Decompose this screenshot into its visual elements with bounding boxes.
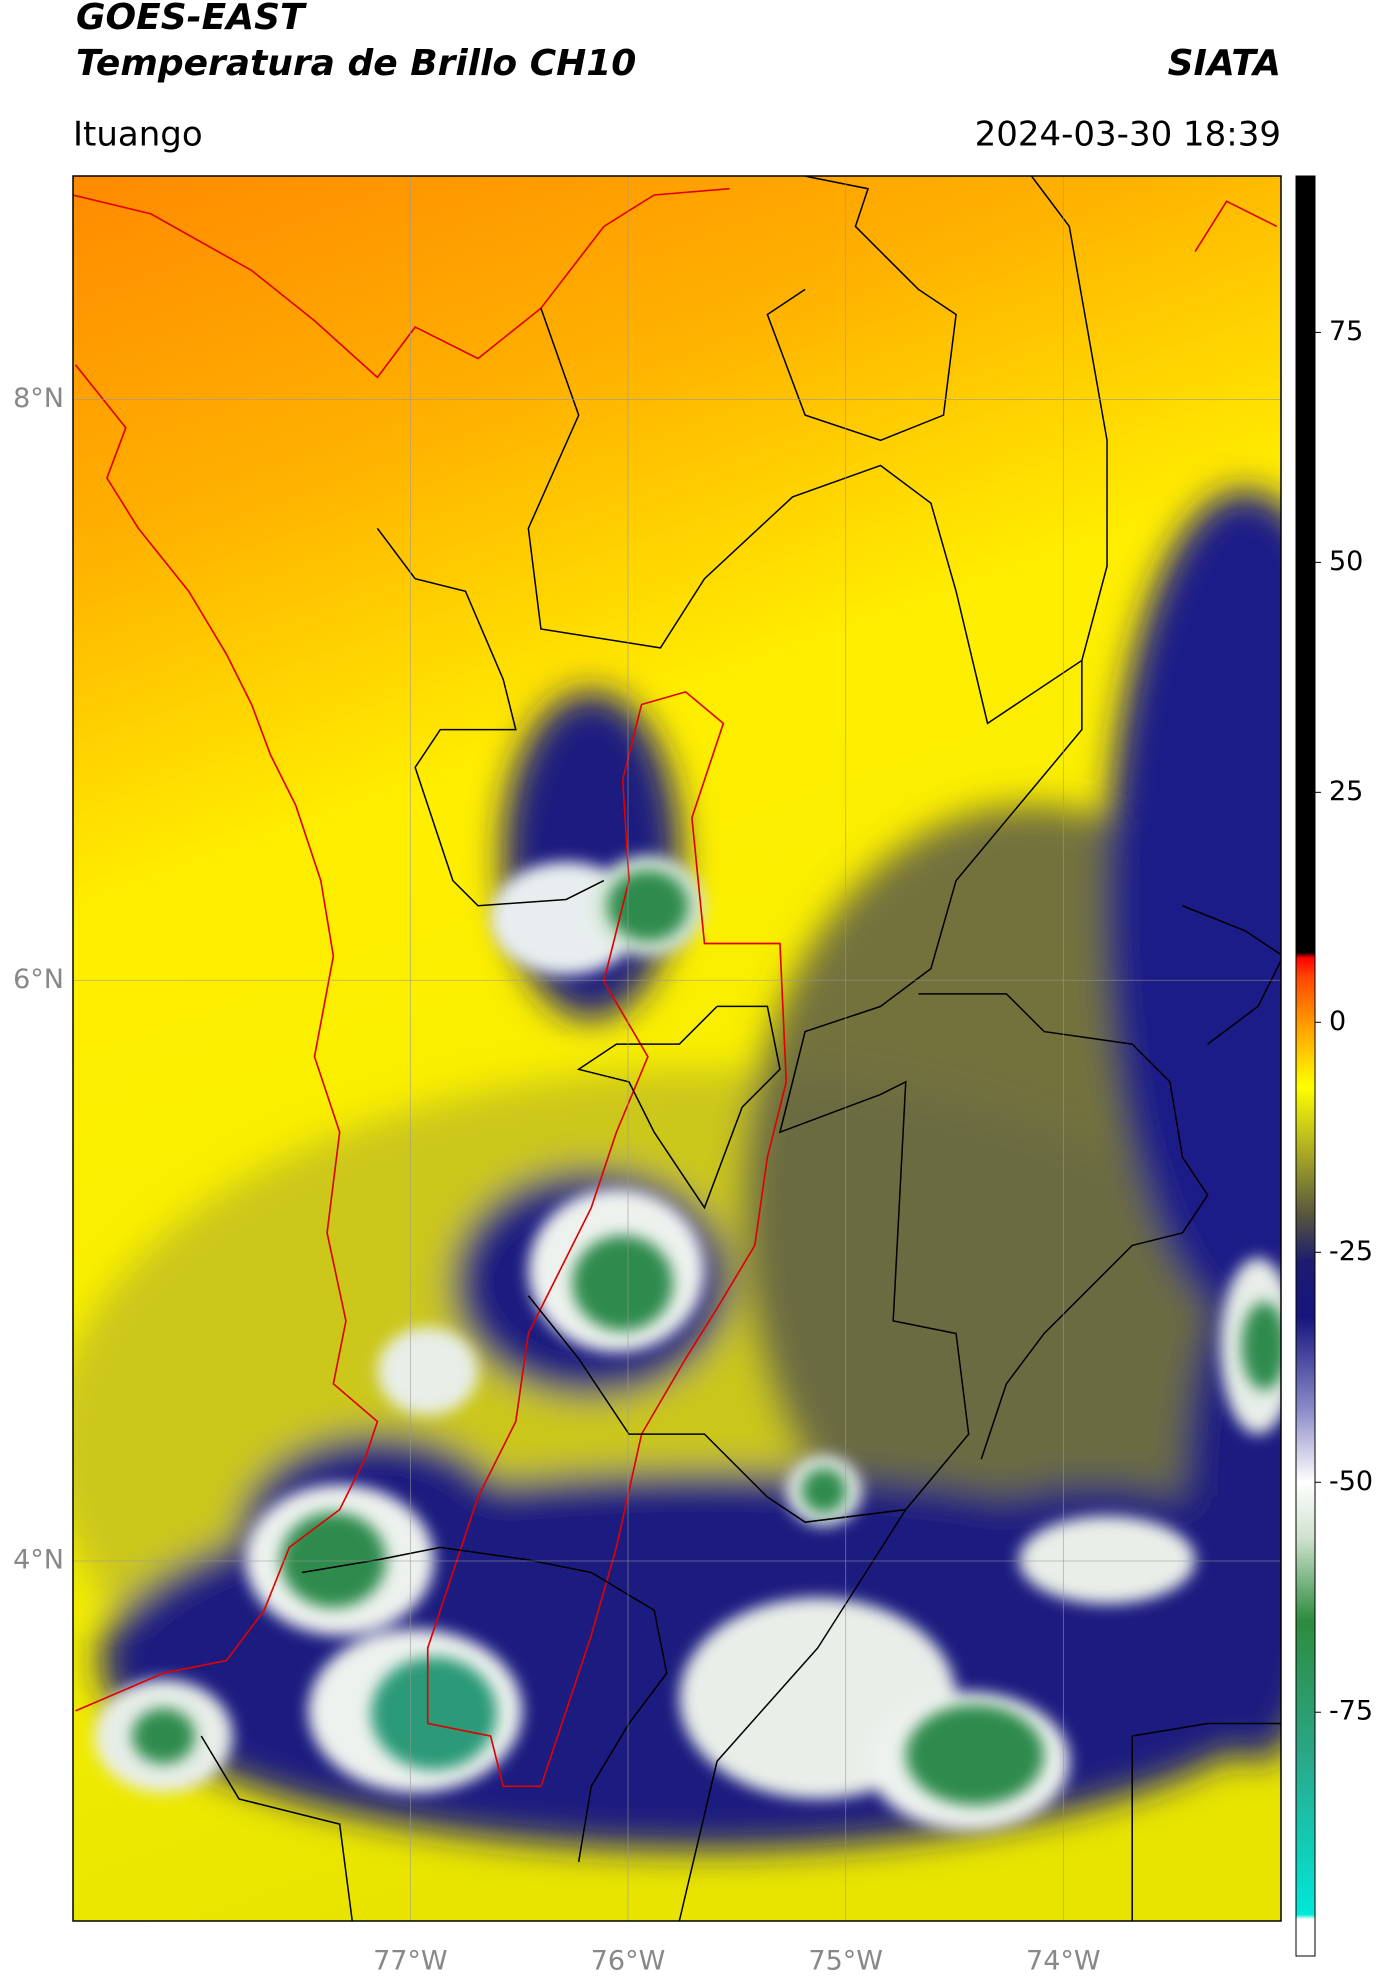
timestamp: 2024-03-30 18:39 [975, 115, 1281, 155]
colorbar-tick-label: -75 [1329, 1696, 1373, 1727]
source: SIATA [1168, 43, 1281, 84]
x-tick-label: 77°W [373, 1946, 448, 1977]
map-frame [72, 175, 1282, 1922]
x-tick-label: 74°W [1026, 1946, 1101, 1977]
grid [73, 176, 1281, 1921]
satellite-image [73, 176, 1281, 1921]
x-tick-label: 75°W [808, 1946, 883, 1977]
x-tick-label: 76°W [591, 1946, 666, 1977]
colorbar: 75 50 25 0 -25 -50 -75 [1295, 175, 1373, 1957]
colorbar-bar [1295, 175, 1316, 1957]
colorbar-tick-label: 50 [1329, 546, 1363, 577]
y-tick-label: 4°N [13, 1544, 64, 1575]
colorbar-tick-label: -25 [1329, 1236, 1373, 1267]
colorbar-tick-label: 0 [1329, 1006, 1346, 1037]
y-tick-label: 6°N [13, 964, 64, 995]
location: Ituango [73, 115, 203, 155]
subtitle: Temperatura de Brillo CH10 [76, 43, 636, 84]
title: GOES-EAST [76, 0, 307, 38]
colorbar-tick-label: 25 [1329, 776, 1363, 807]
colorbar-tick-label: -50 [1329, 1466, 1373, 1497]
y-tick-label: 8°N [13, 383, 64, 414]
colorbar-tick-label: 75 [1329, 316, 1363, 347]
